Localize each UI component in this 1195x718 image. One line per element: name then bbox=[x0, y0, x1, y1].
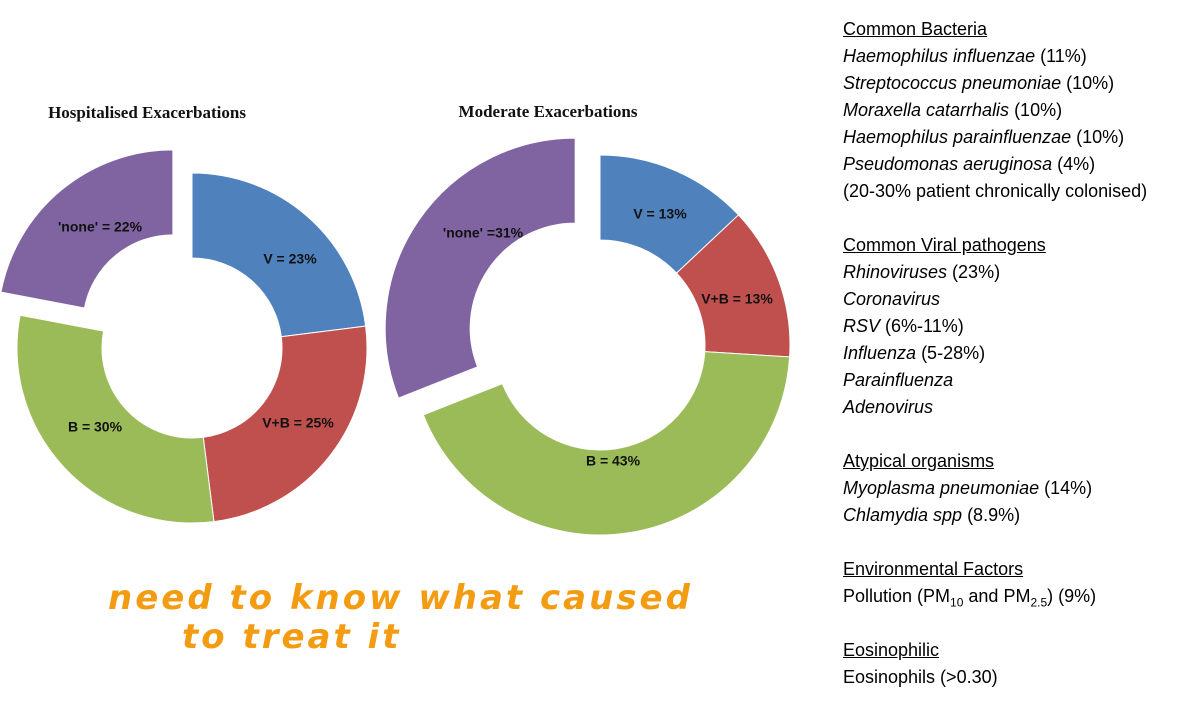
list-item: Moraxella catarrhalis (10%) bbox=[843, 100, 1063, 120]
slice-label: V = 13% bbox=[633, 206, 687, 222]
viral-section: Common Viral pathogens Rhinoviruses (23%… bbox=[843, 232, 1195, 421]
list-item: Eosinophils (>0.30) bbox=[843, 667, 998, 687]
section-heading: Eosinophilic bbox=[843, 640, 940, 660]
donut-slice-vb bbox=[202, 325, 368, 523]
donut-slice-b bbox=[16, 314, 215, 524]
handwritten-note-line-1: need to know what caused bbox=[108, 578, 693, 618]
chart-title: Moderate Exacerbations bbox=[459, 102, 638, 121]
handwritten-note-line-2: to treat it bbox=[182, 617, 402, 657]
slice-label: 'none' = 22% bbox=[58, 219, 143, 235]
list-item: Rhinoviruses (23%) bbox=[843, 262, 1001, 282]
pollution-item: Pollution (PM10 and PM2.5) (9%) bbox=[843, 586, 1097, 610]
bacteria-section: Common Bacteria Haemophilus influenzae (… bbox=[843, 16, 1195, 205]
section-heading: Common Viral pathogens bbox=[843, 235, 1046, 255]
donut-slice-none bbox=[384, 137, 576, 399]
donut-slice-v bbox=[191, 172, 367, 338]
causes-notes-panel: Common Bacteria Haemophilus influenzae (… bbox=[843, 16, 1195, 718]
donut-slice-none bbox=[0, 149, 174, 309]
list-item: Parainfluenza bbox=[843, 370, 954, 390]
list-item: RSV (6%-11%) bbox=[843, 316, 964, 336]
slice-label: V+B = 25% bbox=[262, 415, 334, 431]
environment-section: Environmental Factors Pollution (PM10 an… bbox=[843, 556, 1195, 610]
list-item: Adenovirus bbox=[843, 397, 934, 417]
colonisation-note: (20-30% patient chronically colonised) bbox=[843, 181, 1148, 201]
list-item: Influenza (5-28%) bbox=[843, 343, 986, 363]
slice-label: V+B = 13% bbox=[701, 291, 773, 307]
eosinophilic-section: Eosinophilic Eosinophils (>0.30) bbox=[843, 637, 1195, 691]
slice-label: B = 43% bbox=[586, 453, 641, 469]
donut-slice-b bbox=[422, 351, 791, 536]
atypical-section: Atypical organisms Myoplasma pneumoniae … bbox=[843, 448, 1195, 529]
section-heading: Atypical organisms bbox=[843, 451, 995, 471]
donut-charts: Hospitalised Exacerbations V = 23% V+B = … bbox=[0, 102, 791, 536]
slice-label: B = 30% bbox=[68, 419, 123, 435]
list-item: Pseudomonas aeruginosa (4%) bbox=[843, 154, 1096, 174]
list-item: Haemophilus parainfluenzae (10%) bbox=[843, 127, 1125, 147]
chart-title: Hospitalised Exacerbations bbox=[48, 103, 246, 122]
list-item: Streptococcus pneumoniae (10%) bbox=[843, 73, 1115, 93]
moderate-exacerbations-chart: Moderate Exacerbations V = 13% V+B = 13% B… bbox=[384, 102, 791, 536]
section-heading: Environmental Factors bbox=[843, 559, 1024, 579]
list-item: Coronavirus bbox=[843, 289, 941, 309]
hospitalised-exacerbations-chart: Hospitalised Exacerbations V = 23% V+B = … bbox=[0, 103, 368, 524]
list-item: Chlamydia spp (8.9%) bbox=[843, 505, 1021, 525]
slice-label: V = 23% bbox=[263, 251, 317, 267]
slice-label: 'none' =31% bbox=[443, 225, 524, 241]
section-heading: Common Bacteria bbox=[843, 19, 988, 39]
list-item: Myoplasma pneumoniae (14%) bbox=[843, 478, 1093, 498]
list-item: Haemophilus influenzae (11%) bbox=[843, 46, 1087, 66]
